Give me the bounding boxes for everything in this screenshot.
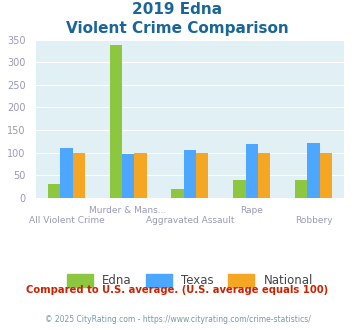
Text: Murder & Mans...: Murder & Mans... — [89, 206, 167, 215]
Bar — [184, 150, 196, 198]
Bar — [258, 153, 270, 198]
Bar — [60, 148, 72, 198]
Text: Compared to U.S. average. (U.S. average equals 100): Compared to U.S. average. (U.S. average … — [26, 285, 329, 295]
Text: Violent Crime Comparison: Violent Crime Comparison — [66, 21, 289, 36]
Bar — [246, 144, 258, 198]
Bar — [110, 46, 122, 198]
Bar — [134, 153, 147, 198]
Bar — [48, 184, 60, 198]
Bar — [122, 154, 134, 198]
Legend: Edna, Texas, National: Edna, Texas, National — [63, 270, 317, 291]
Bar — [295, 180, 307, 198]
Text: © 2025 CityRating.com - https://www.cityrating.com/crime-statistics/: © 2025 CityRating.com - https://www.city… — [45, 315, 310, 324]
Bar — [307, 143, 320, 198]
Text: All Violent Crime: All Violent Crime — [28, 216, 104, 225]
Bar — [171, 189, 184, 198]
Text: Rape: Rape — [240, 206, 263, 215]
Bar — [196, 153, 208, 198]
Bar — [233, 180, 246, 198]
Text: Robbery: Robbery — [295, 216, 332, 225]
Text: Aggravated Assault: Aggravated Assault — [146, 216, 234, 225]
Text: 2019 Edna: 2019 Edna — [132, 2, 223, 16]
Bar — [72, 153, 85, 198]
Bar — [320, 153, 332, 198]
